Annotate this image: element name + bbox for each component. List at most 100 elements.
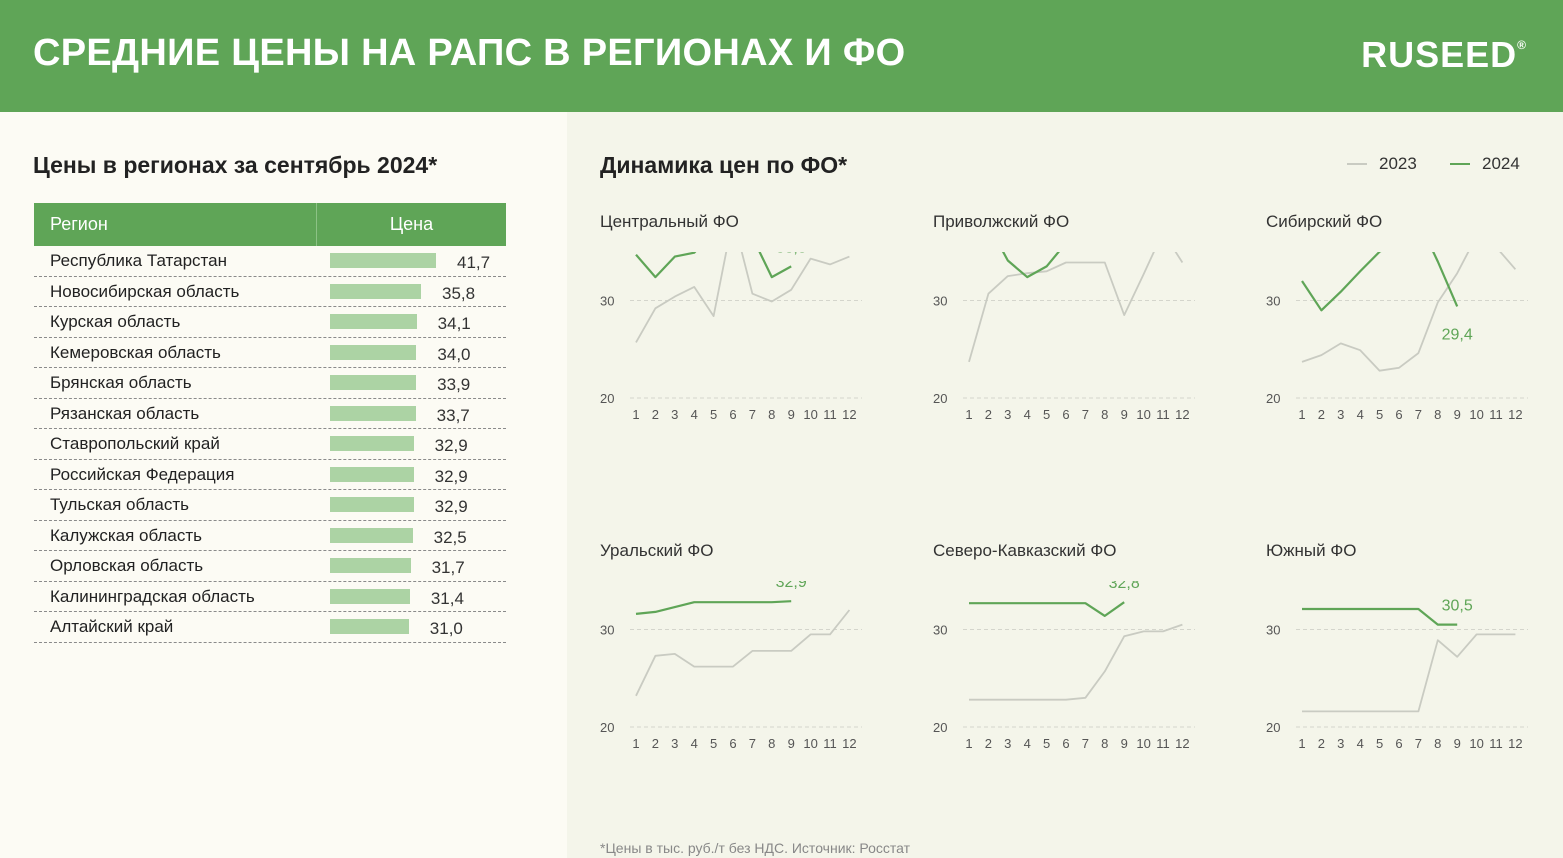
price-bar (330, 466, 414, 482)
column-header-price: Цена (389, 214, 434, 234)
x-tick-label: 11 (1489, 407, 1503, 422)
x-tick-label: 10 (803, 736, 817, 751)
x-tick-label: 12 (1175, 407, 1189, 422)
x-tick-label: 4 (691, 736, 698, 751)
regions-title: Цены в регионах за сентябрь 2024* (33, 152, 438, 178)
x-tick-label: 12 (842, 407, 856, 422)
series-line-2024 (969, 601, 1125, 618)
chart-title: Центральный ФО (600, 212, 739, 231)
x-tick-label: 4 (1357, 736, 1364, 751)
x-tick-label: 1 (965, 407, 972, 422)
chart-title: Сибирский ФО (1266, 212, 1383, 231)
end-value-label: 32,9 (776, 581, 807, 591)
x-tick-label: 7 (1082, 407, 1089, 422)
price-bar (330, 314, 417, 329)
x-tick-label: 12 (1175, 736, 1189, 751)
x-tick-label: 2 (1318, 736, 1325, 751)
region-name: Калининградская область (50, 586, 255, 606)
series-line-2024 (635, 252, 792, 279)
series-line-2024 (1001, 252, 1060, 279)
x-tick-label: 10 (1136, 736, 1150, 751)
x-tick-label: 5 (1043, 736, 1050, 751)
fd-line-chart: 20304012345678910111229,4 (1266, 252, 1528, 422)
price-bar (330, 375, 417, 390)
fd-line-chart: 20304012345678910111232,8 (933, 581, 1195, 751)
x-tick-label: 3 (1337, 736, 1344, 751)
price-bar (330, 405, 416, 421)
region-name: Тульская область (50, 495, 189, 514)
end-value-label: 32,8 (1109, 581, 1140, 592)
x-tick-label: 3 (1004, 407, 1011, 422)
x-tick-label: 3 (1337, 407, 1344, 422)
x-tick-label: 12 (1508, 407, 1522, 422)
x-tick-label: 5 (710, 736, 717, 751)
x-tick-label: 9 (1454, 736, 1461, 751)
x-tick-label: 4 (1024, 736, 1031, 751)
x-tick-label: 2 (652, 736, 659, 751)
x-tick-label: 1 (632, 407, 639, 422)
x-tick-label: 3 (671, 407, 678, 422)
x-tick-label: 11 (1156, 736, 1170, 751)
chart-title: Южный ФО (1266, 541, 1357, 560)
region-name: Рязанская область (50, 403, 200, 423)
x-tick-label: 9 (1121, 736, 1128, 751)
x-tick-label: 8 (1101, 407, 1108, 422)
dynamics-title: Динамика цен по ФО* (600, 152, 848, 178)
x-tick-label: 2 (652, 407, 659, 422)
series-line-2024 (635, 600, 792, 615)
x-tick-label: 1 (1298, 407, 1305, 422)
price-bar (330, 497, 414, 512)
price-value: 31,0 (429, 619, 463, 638)
x-tick-label: 2 (1318, 407, 1325, 422)
x-tick-label: 10 (803, 407, 817, 422)
x-tick-label: 5 (1376, 736, 1383, 751)
fd-line-chart: 20304012345678910111233,5 (600, 252, 862, 422)
y-tick-label: 20 (1266, 391, 1280, 406)
x-tick-label: 4 (1024, 407, 1031, 422)
fd-line-chart: 20304012345678910111230,5 (1266, 598, 1528, 751)
series-line-2024 (1301, 252, 1459, 312)
legend-swatch-2024 (1450, 163, 1470, 165)
table-row: Российская Федерация 32,9 (34, 460, 506, 490)
table-row: Кемеровская область 34,0 (34, 338, 506, 368)
legend-item-2023: 2023 (1347, 154, 1417, 174)
y-tick-label: 30 (600, 294, 614, 309)
legend-label-2024: 2024 (1482, 154, 1520, 173)
table-row: Алтайский край 31,0 (34, 612, 506, 643)
y-tick-label: 30 (933, 623, 947, 638)
x-tick-label: 1 (965, 736, 972, 751)
y-tick-label: 30 (1266, 623, 1280, 638)
legend-swatch-2023 (1347, 163, 1367, 165)
x-tick-label: 7 (1082, 736, 1089, 751)
y-tick-label: 30 (1266, 294, 1280, 309)
table-row: Республика Татарстан 41,7 (34, 246, 506, 277)
table-row: Новосибирская область 35,8 (34, 277, 506, 307)
table-row: Орловская область 31,7 (34, 551, 506, 582)
x-tick-label: 1 (1298, 736, 1305, 751)
price-bar (330, 588, 410, 604)
x-tick-label: 11 (823, 407, 837, 422)
x-tick-label: 5 (1043, 407, 1050, 422)
regions-panel: Цены в регионах за сентябрь 2024* Регион… (0, 112, 567, 858)
series-line-2023 (969, 623, 1183, 701)
price-value: 35,8 (442, 283, 476, 303)
x-tick-label: 9 (1121, 407, 1128, 422)
table-header: Регион Цена (34, 203, 506, 246)
x-tick-label: 11 (823, 736, 837, 751)
y-tick-label: 30 (600, 623, 614, 638)
chart-title: Северо-Кавказский ФО (933, 541, 1117, 560)
table-row: Калининградская область 31,4 (34, 582, 506, 612)
price-value: 31,4 (430, 588, 464, 608)
x-tick-label: 5 (710, 407, 717, 422)
price-bar (330, 436, 414, 451)
region-name: Курская область (50, 312, 181, 331)
y-tick-label: 20 (933, 720, 947, 735)
y-tick-label: 20 (600, 720, 614, 735)
series-line-2023 (635, 252, 850, 343)
table-body: Республика Татарстан 41,7 Новосибирская об… (34, 246, 506, 643)
series-line-2023 (635, 609, 851, 697)
x-tick-label: 4 (691, 407, 698, 422)
x-tick-label: 4 (1357, 407, 1364, 422)
fd-line-chart: 20304012345678910111238,6 (933, 252, 1195, 422)
logo-text: RUSEED (1361, 34, 1518, 75)
